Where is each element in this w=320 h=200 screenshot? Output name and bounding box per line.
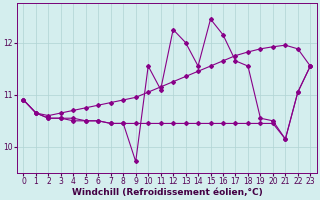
X-axis label: Windchill (Refroidissement éolien,°C): Windchill (Refroidissement éolien,°C) xyxy=(72,188,262,197)
